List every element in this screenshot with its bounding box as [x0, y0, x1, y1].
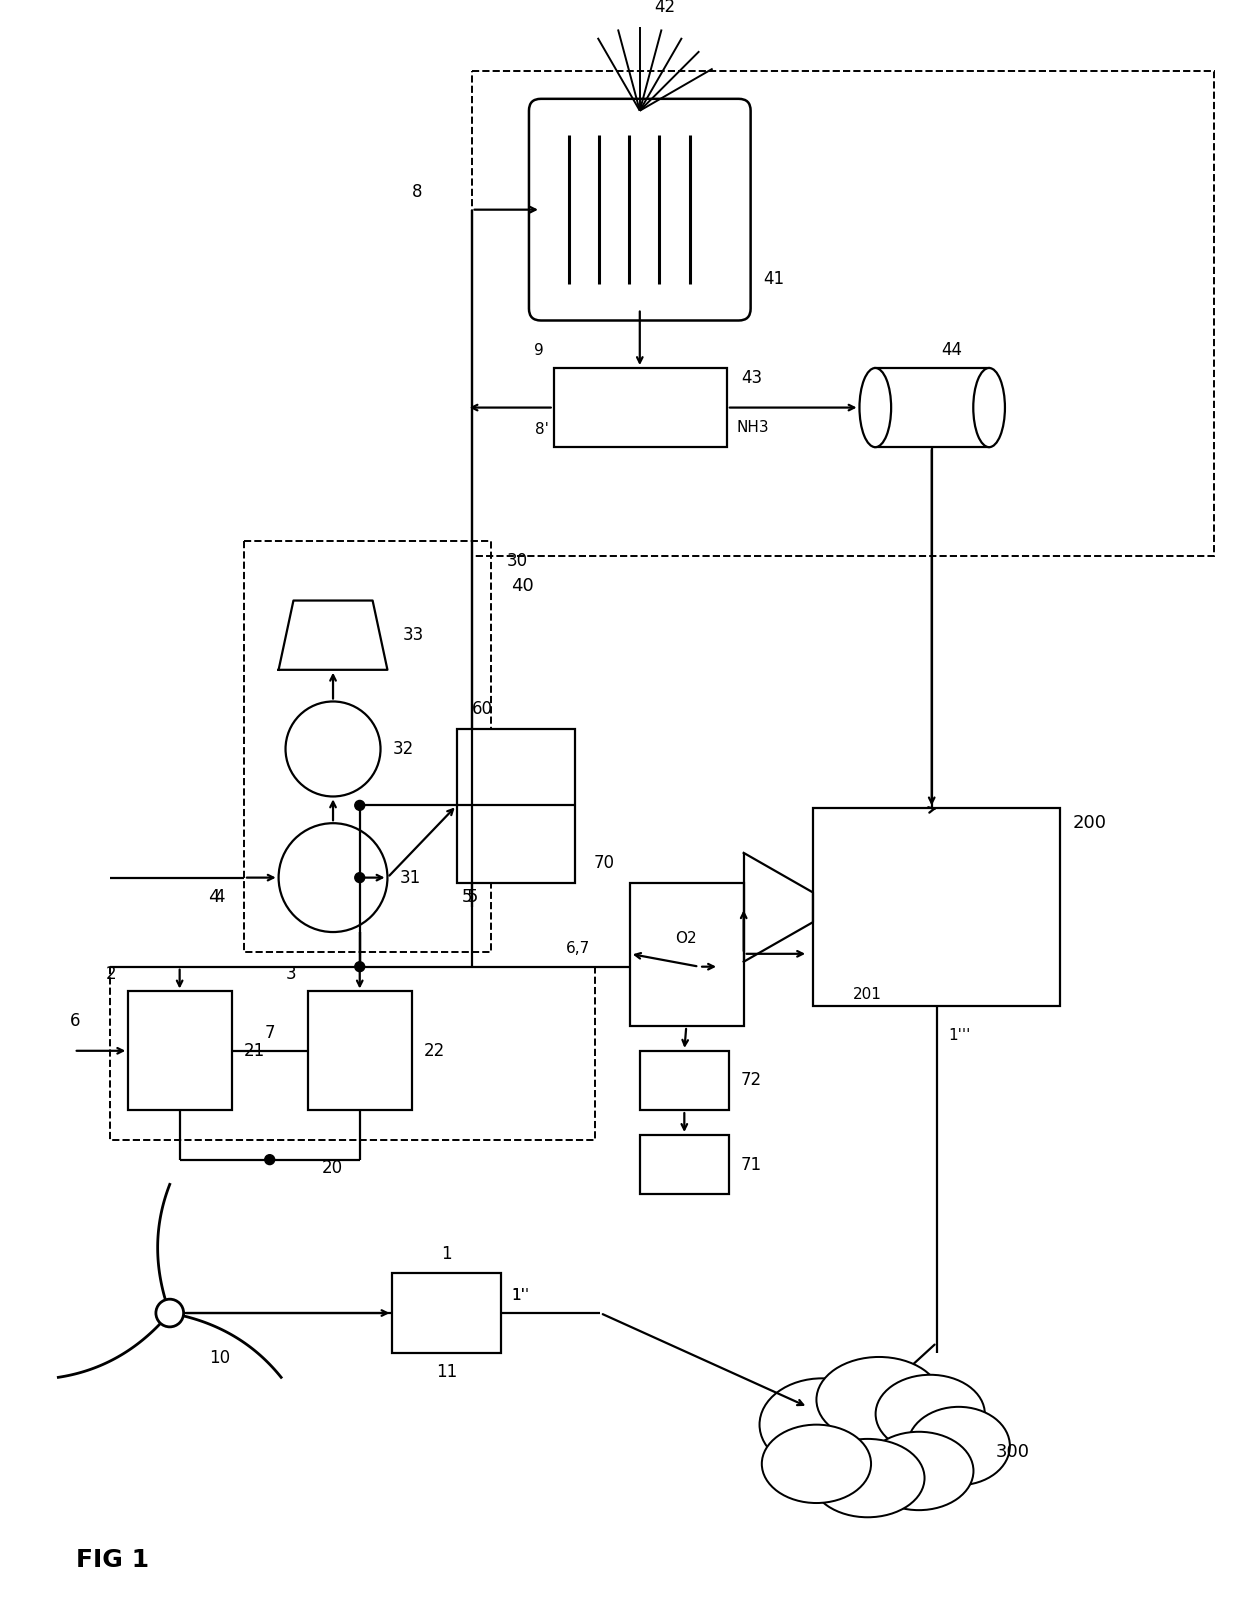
- Text: 6,7: 6,7: [565, 941, 590, 957]
- Text: 5: 5: [461, 888, 472, 907]
- Text: 33: 33: [402, 626, 424, 645]
- Text: 2: 2: [105, 965, 117, 982]
- Bar: [640, 1051, 729, 1110]
- Text: 32: 32: [392, 739, 414, 758]
- Text: 72: 72: [740, 1072, 761, 1090]
- Text: 1: 1: [441, 1245, 453, 1262]
- Text: 70: 70: [594, 854, 615, 872]
- Bar: [471, 70, 1214, 557]
- Text: 41: 41: [764, 270, 785, 288]
- Bar: [630, 883, 744, 1026]
- Ellipse shape: [859, 368, 892, 446]
- Text: 8: 8: [412, 182, 423, 202]
- Text: 43: 43: [742, 370, 763, 387]
- FancyBboxPatch shape: [529, 99, 750, 320]
- Circle shape: [265, 1155, 274, 1165]
- Ellipse shape: [875, 1374, 985, 1453]
- Text: 42: 42: [655, 0, 676, 16]
- Text: NH3: NH3: [737, 419, 769, 435]
- Text: 200: 200: [1073, 814, 1106, 832]
- Text: 40: 40: [511, 576, 534, 595]
- Ellipse shape: [816, 1357, 941, 1443]
- Ellipse shape: [811, 1438, 925, 1517]
- Text: O2: O2: [676, 931, 697, 947]
- Text: 8': 8': [534, 422, 549, 437]
- Ellipse shape: [973, 368, 1004, 446]
- Ellipse shape: [864, 1432, 973, 1510]
- Text: 6: 6: [71, 1013, 81, 1030]
- Circle shape: [355, 872, 365, 883]
- Text: 5: 5: [466, 888, 479, 907]
- Text: 20: 20: [322, 1158, 343, 1176]
- Text: 1''': 1''': [949, 1029, 971, 1043]
- Bar: [843, 848, 1025, 976]
- Circle shape: [279, 822, 387, 933]
- Bar: [875, 368, 990, 446]
- Ellipse shape: [761, 1424, 870, 1502]
- Bar: [456, 730, 575, 883]
- Bar: [309, 992, 412, 1110]
- Bar: [128, 992, 232, 1110]
- Circle shape: [355, 800, 365, 810]
- Text: 44: 44: [941, 341, 962, 358]
- Text: 30: 30: [506, 552, 527, 570]
- Text: 11: 11: [436, 1363, 458, 1381]
- Text: 201: 201: [853, 987, 882, 1002]
- Text: 1': 1': [511, 1288, 525, 1302]
- Bar: [554, 368, 727, 446]
- Text: 10: 10: [210, 1349, 231, 1366]
- Ellipse shape: [908, 1406, 1009, 1485]
- Bar: [244, 541, 491, 952]
- Text: 4: 4: [215, 888, 224, 907]
- Text: 4: 4: [208, 888, 219, 907]
- Text: 1'': 1'': [511, 1288, 529, 1302]
- Text: 60: 60: [471, 701, 492, 718]
- Circle shape: [355, 962, 365, 971]
- Circle shape: [156, 1299, 184, 1326]
- Text: 31: 31: [399, 869, 420, 886]
- Text: 22: 22: [424, 1042, 445, 1059]
- Bar: [110, 966, 595, 1139]
- Text: 3: 3: [285, 965, 296, 982]
- Bar: [813, 808, 1060, 1006]
- Text: FIG 1: FIG 1: [76, 1549, 149, 1573]
- Bar: [640, 1134, 729, 1194]
- Text: 21: 21: [244, 1042, 265, 1059]
- Ellipse shape: [760, 1378, 884, 1470]
- Text: 71: 71: [740, 1155, 761, 1173]
- Circle shape: [285, 701, 381, 797]
- Text: 300: 300: [996, 1443, 1030, 1461]
- Bar: [392, 1274, 501, 1352]
- Text: 7: 7: [264, 1024, 275, 1042]
- Text: 9: 9: [534, 342, 544, 358]
